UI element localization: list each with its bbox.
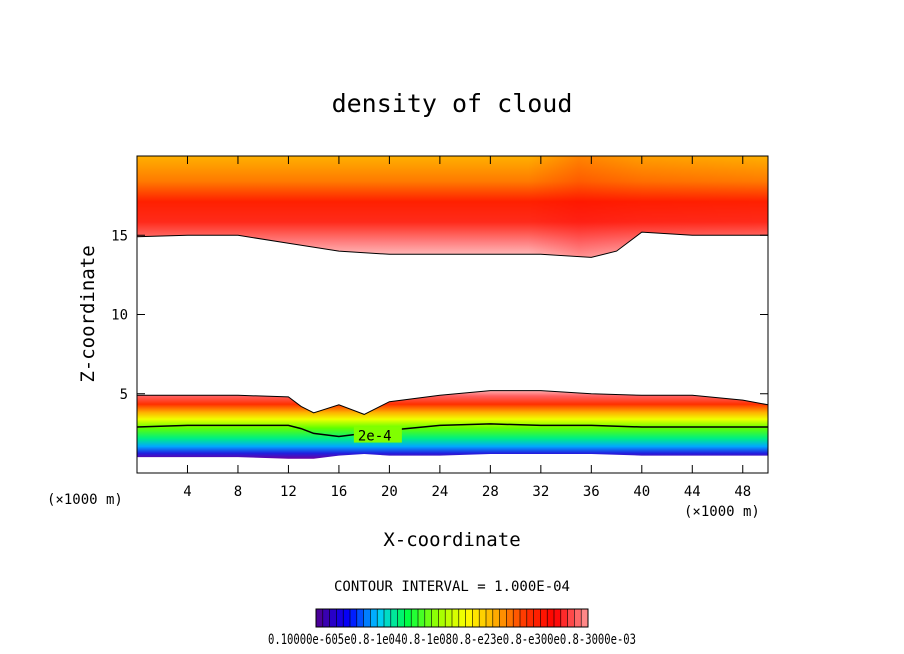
x-tick-label: 48 xyxy=(734,484,751,500)
colorbar-segment xyxy=(411,609,419,627)
colorbar-segment xyxy=(363,609,371,627)
x-tick-label: 16 xyxy=(330,484,347,500)
colorbar-segment xyxy=(384,609,392,627)
colorbar-segment xyxy=(540,609,548,627)
colorbar-segment xyxy=(424,609,432,627)
colorbar-segment xyxy=(533,609,541,627)
contour-label-bg xyxy=(353,426,402,443)
colorbar-segment xyxy=(472,609,480,627)
colorbar-segment xyxy=(370,609,378,627)
x-tick-label: 36 xyxy=(583,484,600,500)
x-unit-label-right: (×1000 m) xyxy=(684,504,760,520)
colorbar-segment xyxy=(329,609,337,627)
colorbar-segment xyxy=(560,609,568,627)
x-tick-label: 32 xyxy=(532,484,549,500)
colorbar-segment xyxy=(418,609,426,627)
colorbar-segment xyxy=(343,609,351,627)
colorbar-segment xyxy=(574,609,582,627)
lower-cloud-contour xyxy=(137,390,769,415)
colorbar-segment xyxy=(336,609,344,627)
x-tick-label: 4 xyxy=(183,484,191,500)
x-unit-label-left: (×1000 m) xyxy=(47,492,123,508)
contour-label: 2e-4 xyxy=(358,429,392,445)
y-tick-label: 5 xyxy=(120,387,128,403)
x-tick-label: 28 xyxy=(482,484,499,500)
chart-title: density of cloud xyxy=(332,89,573,118)
x-axis-label: X-coordinate xyxy=(383,529,520,551)
x-tick-label: 24 xyxy=(431,484,448,500)
colorbar-segment xyxy=(452,609,460,627)
x-tick-label: 12 xyxy=(280,484,297,500)
colorbar-segment xyxy=(438,609,446,627)
colorbar xyxy=(315,608,589,628)
colorbar-segment xyxy=(486,609,494,627)
colorbar-segment xyxy=(316,609,324,627)
colorbar-segment xyxy=(547,609,555,627)
colorbar-segment xyxy=(404,609,412,627)
colorbar-frame xyxy=(315,608,589,628)
colorbar-segment xyxy=(458,609,466,627)
colorbar-tick-labels: 0.10000e-605e0.8-1e040.8-1e080.8-e23e0.8… xyxy=(268,632,636,648)
colorbar-segment xyxy=(356,609,364,627)
colorbar-segment xyxy=(445,609,453,627)
colorbar-segment xyxy=(567,609,575,627)
x-tick-label: 8 xyxy=(234,484,242,500)
colorbar-segment xyxy=(513,609,521,627)
colorbar-segment xyxy=(479,609,487,627)
upper-cloud-contour xyxy=(136,231,768,258)
colorbar-segment xyxy=(499,609,507,627)
colorbar-segment xyxy=(554,609,562,627)
colorbar-segment xyxy=(390,609,398,627)
colorbar-segment xyxy=(397,609,405,627)
x-tick-label: 20 xyxy=(381,484,398,500)
colorbar-segment xyxy=(520,609,528,627)
colorbar-segment xyxy=(322,609,330,627)
colorbar-segment xyxy=(581,609,589,627)
y-tick-label: 10 xyxy=(111,308,128,324)
colorbar-segment xyxy=(492,609,500,627)
x-tick-label: 40 xyxy=(633,484,650,500)
colorbar-segment xyxy=(377,609,385,627)
x-tick-label: 44 xyxy=(684,484,701,500)
upper-cloud-overlay xyxy=(137,156,768,258)
colorbar-segment xyxy=(431,609,439,627)
y-tick-label: 15 xyxy=(111,228,128,244)
y-axis-label: Z-coordinate xyxy=(77,245,99,382)
colorbar-segment xyxy=(350,609,358,627)
colorbar-segment xyxy=(526,609,534,627)
colorbar-segment xyxy=(506,609,514,627)
contour-interval-label: CONTOUR INTERVAL = 1.000E-04 xyxy=(334,579,570,595)
colorbar-segment xyxy=(465,609,473,627)
